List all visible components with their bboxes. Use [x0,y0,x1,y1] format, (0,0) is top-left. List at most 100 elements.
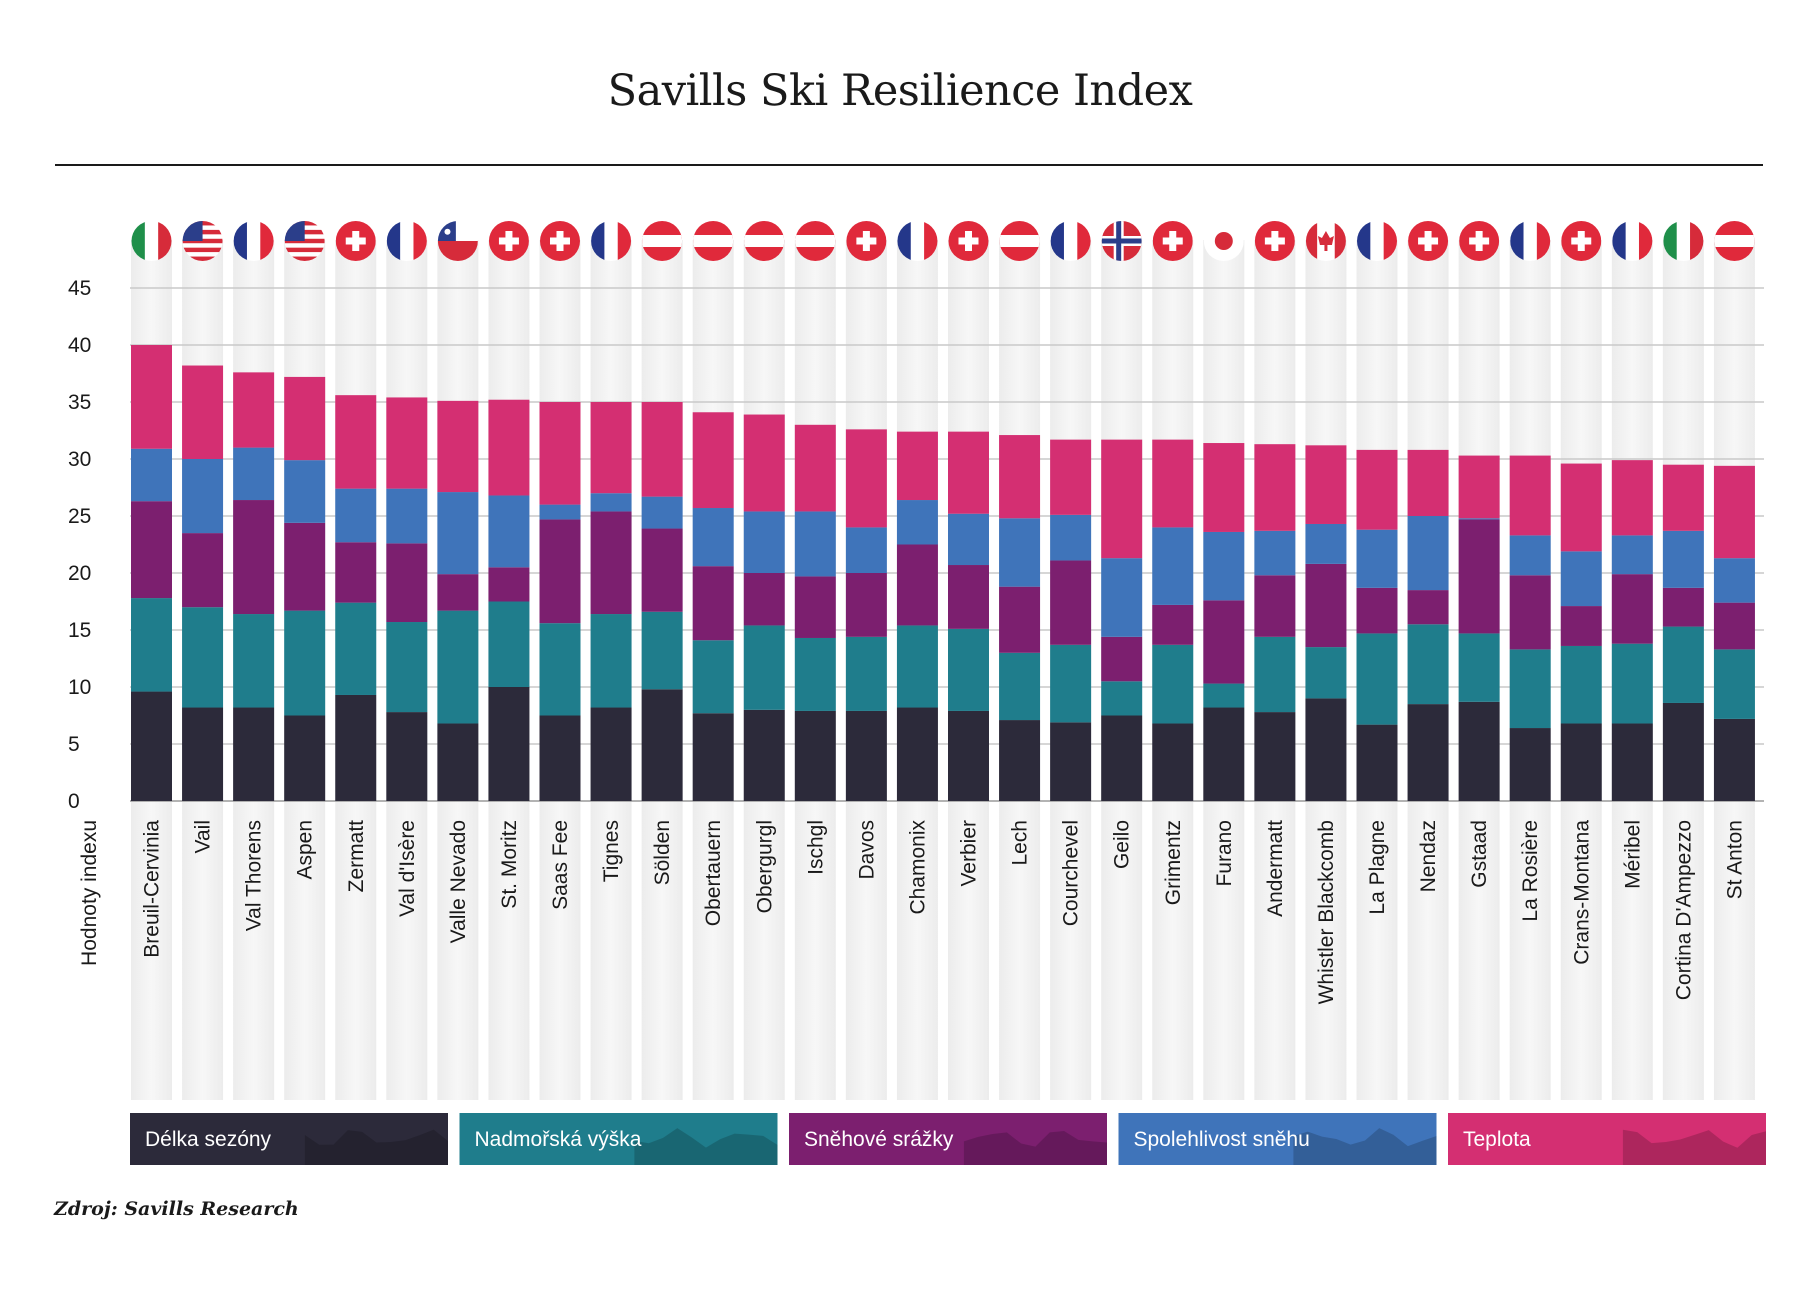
bar-segment [948,431,989,514]
bar-segment [590,511,632,615]
bar-segment [1050,722,1092,801]
x-tick-label: Davos [855,820,878,880]
bar-segment [590,707,632,801]
bar-stack [794,424,836,801]
bar-segment [1254,712,1296,801]
bar-segment [1254,444,1296,531]
y-tick-label: 35 [68,391,91,414]
bar-segment [999,586,1041,653]
bar-stack [1560,463,1602,801]
source-note: Zdroj: Savills Research [54,1198,299,1220]
bar-segment [999,720,1041,801]
bar-segment [1662,626,1704,703]
x-tick-label: Val Thorens [243,820,266,931]
bar-segment [896,707,938,801]
bar-segment [1203,683,1245,708]
bar-segment [1509,455,1551,536]
bar-segment [1560,606,1602,646]
y-tick-label: 5 [68,733,80,756]
bar-segment [1560,645,1602,724]
bar-stack [284,376,326,801]
x-tick-label: Andermatt [1264,820,1287,917]
bar-segment [1407,624,1449,705]
bar-segment [1458,519,1500,634]
legend-swatch [1448,1113,1766,1165]
bar-segment [794,424,836,512]
bar-stack [641,402,683,801]
legend-item: Délka sezóny [130,1113,448,1165]
bar-segment [1458,455,1500,519]
legend-swatch [789,1113,1107,1165]
flag-at-icon [999,221,1040,261]
bar-segment [1611,643,1653,724]
bar-segment [488,601,530,687]
bar-segment [1152,439,1194,528]
bar-segment [131,448,172,502]
flag-at-icon [693,221,734,261]
bar-segment [1356,529,1398,588]
bar-segment [845,527,887,573]
flag-ch-icon [846,221,887,261]
bar-segment [1611,460,1653,536]
bar-segment [539,623,581,716]
x-tick-label: Cortina D'Ampezzo [1672,820,1695,1000]
bar-stack [743,414,785,801]
flag-fr-icon [1050,221,1091,261]
flag-ch-icon [1152,221,1193,261]
flag-fr-icon [233,221,274,261]
bar-stack [590,402,632,801]
bar-segment [539,519,581,624]
bar-segment [1152,723,1194,801]
flag-fr-icon [897,221,938,261]
bar-segment [1662,464,1704,531]
bar-stack [1458,455,1500,801]
bar-segment [692,566,734,641]
bar-segment [284,376,326,461]
bar-segment [1305,445,1347,524]
flag-ch-icon [1459,221,1500,261]
bar-stack [999,435,1041,801]
bar-segment [1152,644,1194,724]
bar-segment [999,435,1041,519]
mountain-icon [1293,1128,1437,1165]
x-tick-label: Vail [192,820,215,853]
y-tick-label: 15 [68,619,91,642]
bar-stacks [131,345,1755,801]
bar-stack [1713,465,1755,801]
bar-segment [743,573,785,626]
flag-ch-icon [1254,221,1295,261]
bar-segment [1254,636,1296,713]
bar-segment [437,492,479,575]
bar-segment [999,518,1041,587]
bar-stack [335,395,377,801]
x-tick-label: Nendaz [1417,820,1440,892]
x-tick-label: Lech [1009,820,1032,866]
legend-label: Délka sezóny [145,1128,272,1151]
bar-stack [1101,439,1143,801]
bar-segment [641,496,683,529]
y-tick-label: 30 [68,448,91,471]
bar-segment [845,636,887,711]
flag-at-icon [642,221,683,261]
x-tick-label: Crans-Montana [1570,820,1593,965]
legend: Délka sezóny Nadmořská výška Sněhové srážk… [130,1113,1766,1165]
bar-segment [1356,724,1398,801]
bar-segment [1305,647,1347,699]
mountain-icon [304,1129,448,1165]
bar-segment [1662,702,1704,801]
bar-segment [641,402,683,497]
bar-segment [794,637,836,711]
bar-segment [539,504,581,520]
bar-segment [335,602,377,695]
y-tick-label: 25 [68,505,91,528]
legend-item: Sněhové srážky [789,1113,1107,1165]
bar-segment [335,542,377,603]
bar-stack [845,429,887,801]
bar-segment [1458,633,1500,702]
flag-jp-icon [1203,221,1244,261]
x-axis: Breuil-Cervinia Vail Val Thorens Aspen Zerma… [141,820,1747,1005]
x-tick-label: Grimentz [1162,820,1185,905]
x-tick-label: Zermatt [345,820,368,893]
bar-segment [1356,633,1398,725]
